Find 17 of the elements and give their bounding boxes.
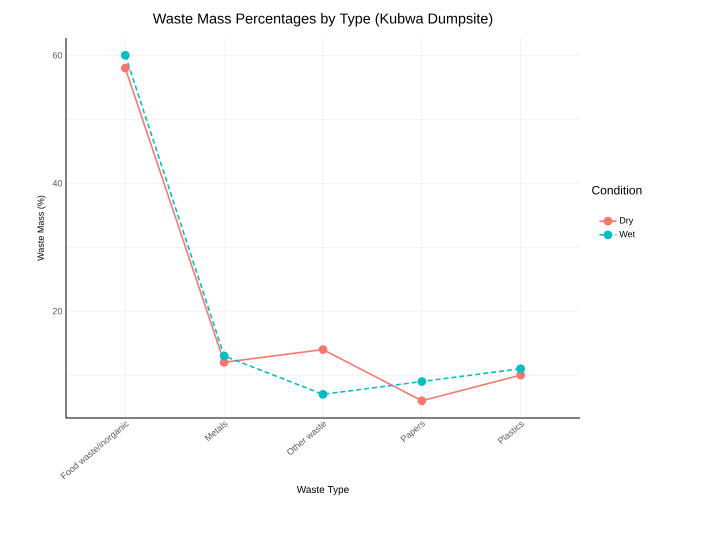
point [120, 64, 130, 72]
point [516, 364, 526, 374]
y-tick-label: 40 [52, 180, 62, 186]
point [120, 50, 130, 60]
legend-title: Condition [592, 186, 642, 194]
chart-title: Waste Mass Percentages by Type (Kubwa Dumpsite) [152, 13, 492, 26]
y-axis-title: Waste Mass (%) [37, 196, 46, 261]
y-tick-label: 60 [52, 52, 62, 58]
x-axis-title: Waste Type [296, 486, 349, 495]
point [417, 396, 426, 406]
y-tick-label: 20 [52, 308, 62, 314]
point [318, 390, 328, 399]
point [417, 377, 426, 386]
legend-label: Dry [620, 217, 634, 226]
legend-label: Wet [619, 231, 636, 238]
point [220, 352, 229, 360]
point [318, 345, 328, 354]
